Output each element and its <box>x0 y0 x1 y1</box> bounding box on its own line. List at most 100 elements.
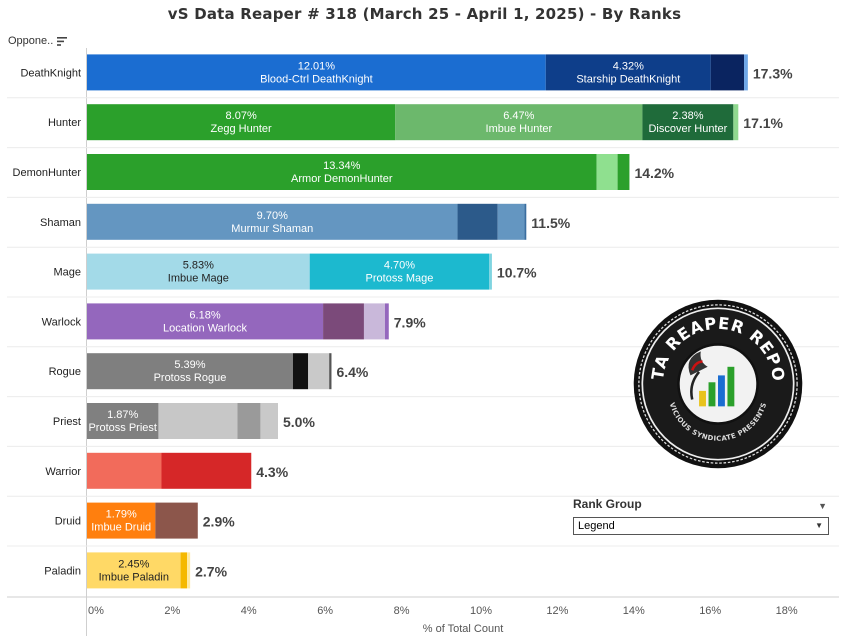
segment-value-label: 12.01% <box>298 60 336 72</box>
bar-segment[interactable] <box>237 403 261 439</box>
x-tick-label: 2% <box>164 605 180 617</box>
bar-segment[interactable] <box>87 353 293 390</box>
bar-segment[interactable] <box>617 154 630 190</box>
y-category-label: Warrior <box>45 466 81 478</box>
y-category-label: Paladin <box>44 565 81 577</box>
segment-archetype-label: Imbue Druid <box>91 522 151 534</box>
segment-archetype-label: Zegg Hunter <box>211 123 272 135</box>
bar-segment[interactable] <box>457 203 498 240</box>
bar-segment[interactable] <box>187 552 191 589</box>
row-total-label: 5.0% <box>283 414 315 430</box>
row-total-label: 6.4% <box>336 364 368 380</box>
bar-segment[interactable] <box>87 403 159 439</box>
segment-archetype-label: Imbue Paladin <box>99 571 169 583</box>
segment-archetype-label: Armor DemonHunter <box>291 173 393 185</box>
y-category-label: Rogue <box>49 366 81 378</box>
segment-value-label: 13.34% <box>323 160 361 172</box>
bar-segment[interactable] <box>87 452 162 489</box>
y-category-label: Shaman <box>40 217 81 229</box>
bar-segment[interactable] <box>161 452 252 489</box>
segment-value-label: 6.18% <box>189 309 220 321</box>
bar-segment[interactable] <box>384 303 389 340</box>
bar-segment[interactable] <box>292 353 309 390</box>
legend-title: Rank Group <box>573 497 642 511</box>
segment-archetype-label: Protoss Mage <box>366 273 434 285</box>
bar-segment[interactable] <box>363 303 385 340</box>
y-category-label: Mage <box>53 267 81 279</box>
x-tick-label: 18% <box>776 605 798 617</box>
bar-segment[interactable] <box>710 54 745 91</box>
x-tick-label: 14% <box>623 605 645 617</box>
x-tick-label: 16% <box>699 605 721 617</box>
row-total-label: 10.7% <box>497 265 537 281</box>
bar-segment[interactable] <box>733 104 739 141</box>
row-total-label: 2.7% <box>195 563 227 579</box>
segment-archetype-label: Location Warlock <box>163 322 247 334</box>
bar-segment[interactable] <box>642 104 734 141</box>
bar-segment[interactable] <box>87 253 310 290</box>
row-total-label: 7.9% <box>394 314 426 330</box>
segment-archetype-label: Imbue Hunter <box>486 123 553 135</box>
segment-value-label: 5.39% <box>174 359 205 371</box>
y-category-label: Warlock <box>42 316 82 328</box>
segment-archetype-label: Protoss Rogue <box>154 372 227 384</box>
legend-menu-icon[interactable]: ▼ <box>818 501 827 511</box>
bar-segment[interactable] <box>497 203 525 240</box>
segment-value-label: 4.32% <box>613 60 644 72</box>
bar-segment[interactable] <box>524 203 527 240</box>
bar-segment[interactable] <box>489 253 492 290</box>
rank-group-selected: Legend <box>578 520 615 532</box>
bar-segment[interactable] <box>395 104 643 141</box>
bar-segment[interactable] <box>87 203 458 240</box>
segment-archetype-label: Protoss Priest <box>88 422 156 434</box>
x-tick-label: 8% <box>394 605 410 617</box>
row-total-label: 4.3% <box>256 464 288 480</box>
bar-segment[interactable] <box>87 54 546 91</box>
chart-title: vS Data Reaper # 318 (March 25 - April 1… <box>167 5 682 23</box>
bar-segment[interactable] <box>744 54 748 91</box>
row-total-label: 17.3% <box>753 65 793 81</box>
segment-value-label: 8.07% <box>226 110 257 122</box>
bar-segment[interactable] <box>155 502 198 539</box>
bar-segment[interactable] <box>180 552 188 589</box>
x-tick-label: 0% <box>88 605 104 617</box>
row-total-label: 14.2% <box>634 165 674 181</box>
bar-segment[interactable] <box>87 104 396 141</box>
segment-archetype-label: Starship DeathKnight <box>576 73 680 85</box>
bar-segment[interactable] <box>158 403 238 439</box>
data-reaper-logo: DATA REAPER REPORT VICIOUS SYNDICATE PRE… <box>632 298 803 469</box>
segment-value-label: 2.45% <box>118 558 149 570</box>
row-total-label: 2.9% <box>203 514 235 530</box>
y-category-label: Hunter <box>48 117 81 129</box>
x-tick-label: 4% <box>241 605 257 617</box>
bar-segment[interactable] <box>87 552 181 589</box>
segment-archetype-label: Murmur Shaman <box>231 223 313 235</box>
bar-segment[interactable] <box>309 253 490 290</box>
bar-segment[interactable] <box>596 154 618 190</box>
segment-value-label: 1.79% <box>106 509 137 521</box>
segment-value-label: 4.70% <box>384 260 415 272</box>
bar-segment[interactable] <box>329 353 332 390</box>
segment-value-label: 1.87% <box>107 409 138 421</box>
row-total-label: 11.5% <box>531 215 570 231</box>
rank-group-filter: Rank Group ▼ Legend ▼ <box>573 497 829 535</box>
segment-archetype-label: Discover Hunter <box>648 123 727 135</box>
bar-segment[interactable] <box>323 303 364 340</box>
bar-segment[interactable] <box>545 54 711 91</box>
x-tick-label: 6% <box>317 605 333 617</box>
rank-group-select[interactable]: Legend ▼ <box>573 517 829 535</box>
bar-segment[interactable] <box>87 303 324 340</box>
column-header-opponent[interactable]: Oppone.. <box>8 35 68 47</box>
column-header-label: Oppone.. <box>8 35 54 47</box>
segment-value-label: 5.83% <box>183 260 214 272</box>
bar-segment[interactable] <box>87 502 156 539</box>
bar-segment[interactable] <box>87 154 597 190</box>
x-tick-label: 10% <box>470 605 492 617</box>
chevron-down-icon[interactable]: ▼ <box>815 521 823 530</box>
y-category-label: DemonHunter <box>13 167 82 179</box>
sort-icon[interactable] <box>57 36 68 46</box>
bar-segment[interactable] <box>260 403 278 439</box>
bar-segment[interactable] <box>308 353 330 390</box>
row-total-label: 17.1% <box>743 115 783 131</box>
